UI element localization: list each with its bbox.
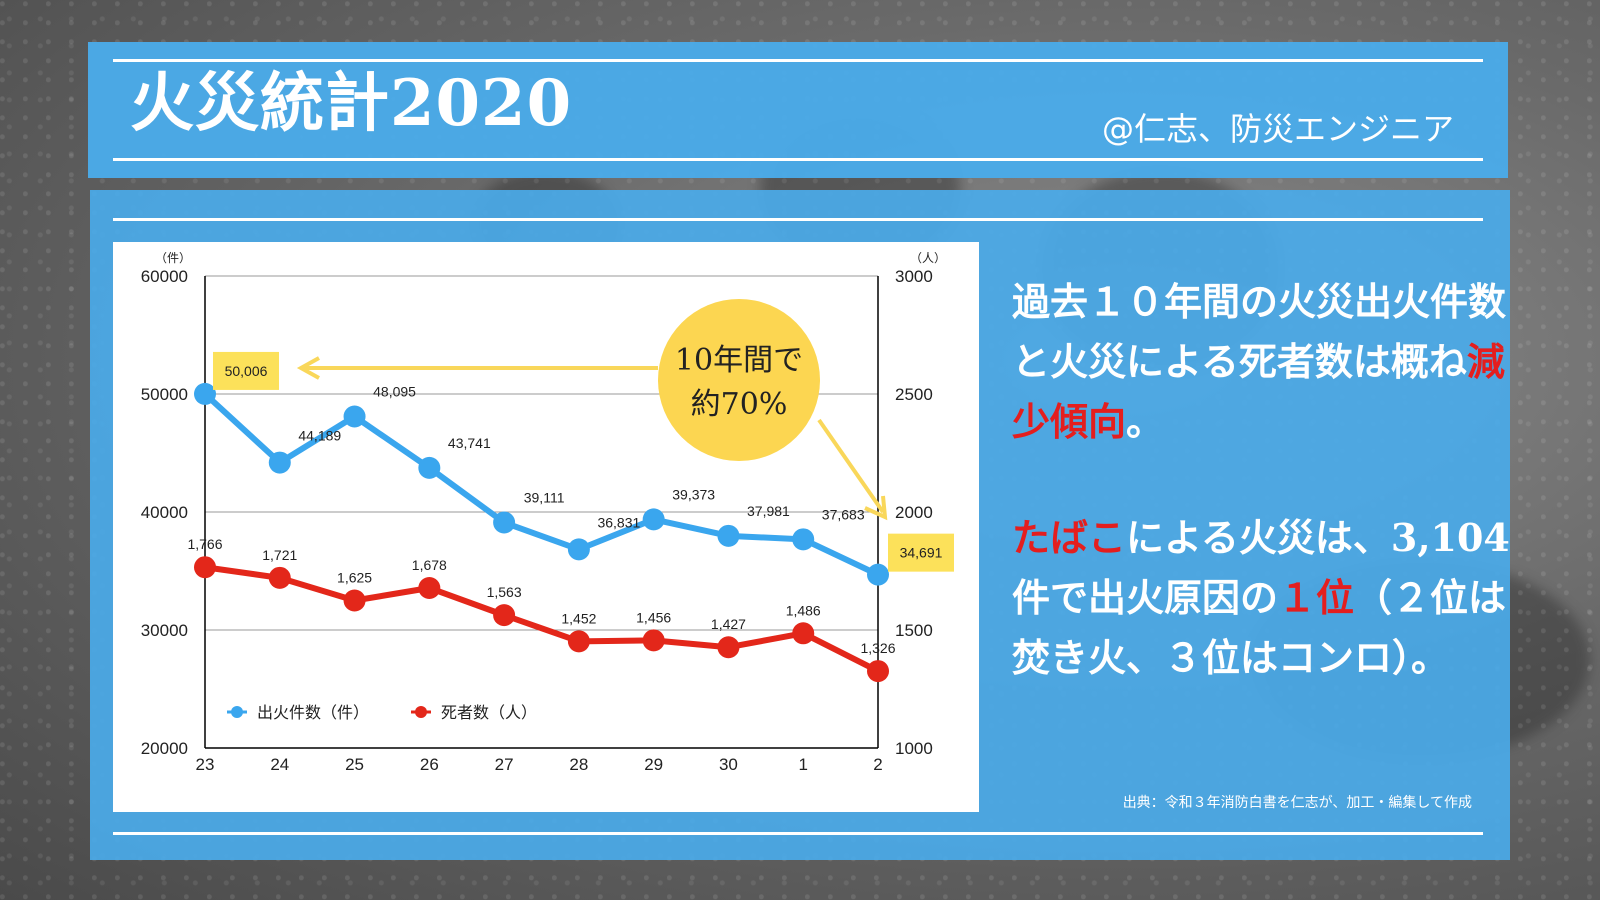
death-data-label: 1,766 — [187, 536, 222, 552]
death-data-label: 1,427 — [711, 616, 746, 632]
fire-data-label: 44,189 — [298, 428, 341, 444]
y-left-tick-label: 50000 — [141, 385, 188, 404]
callout-circle — [658, 299, 820, 461]
fire-data-label: 39,373 — [672, 486, 715, 502]
fire-data-label: 50,006 — [225, 363, 268, 379]
fire-data-label: 34,691 — [900, 545, 943, 561]
fire-count-point — [642, 508, 665, 531]
fire-statistics-chart: 20000 1000 30000 1500 40000 2000 50000 2500 6000… — [141, 251, 954, 774]
y-right-tick-label: 1000 — [895, 739, 933, 758]
legend-fire-label: 出火件数（件） — [257, 704, 369, 722]
summary-p1-highlight: 減少傾向 — [1012, 339, 1505, 444]
death-count-point — [493, 604, 516, 627]
summary-p2-highlight-rank: １位 — [1278, 575, 1355, 620]
callout-arrow-left-head — [296, 356, 320, 380]
fire-data-label: 37,683 — [822, 506, 865, 522]
y-right-tick-label: 3000 — [895, 267, 933, 286]
summary-p2-end: （２位は焚き火、３位はコンロ）。 — [1012, 575, 1507, 680]
death-data-label: 1,486 — [786, 602, 821, 618]
summary-p1-end: 。 — [1126, 399, 1165, 444]
callout-text-line1: 10年間で — [675, 343, 803, 378]
series-line-fire-count — [202, 391, 880, 578]
y-right-tick-label: 1500 — [895, 621, 933, 640]
chart-container: 20000 1000 30000 1500 40000 2000 50000 2500 6000… — [113, 242, 979, 812]
x-tick-label: 28 — [569, 755, 588, 774]
x-tick-label: 1 — [798, 755, 807, 774]
fire-count-point — [268, 451, 291, 474]
y-left-tick-label: 30000 — [141, 621, 188, 640]
x-tick-label: 27 — [495, 755, 514, 774]
death-count-point — [343, 589, 366, 612]
fire-data-label: 39,111 — [524, 489, 565, 505]
death-count-point — [418, 576, 441, 599]
summary-p2-highlight-tobacco: たばこ — [1012, 515, 1127, 560]
header-band — [88, 42, 1508, 178]
death-count-point — [268, 566, 291, 589]
y-left-unit-label: （件） — [155, 251, 191, 265]
callout-arrow-right — [817, 418, 885, 514]
fire-count-point — [418, 456, 441, 479]
fire-data-label: 43,741 — [448, 435, 491, 451]
fire-highlight-label-bg — [213, 351, 279, 390]
death-data-label: 1,625 — [337, 570, 372, 586]
panel-bottom-rule — [113, 832, 1483, 835]
fire-highlight-label-bg — [888, 533, 954, 572]
summary-text: 過去１０年間の火災出火件数と火災による死者数は概ね減少傾向。 たばこによる火災は… — [1012, 272, 1512, 688]
y-left-tick-label: 60000 — [141, 267, 188, 286]
fire-data-label: 36,831 — [597, 514, 640, 530]
legend-death-label: 死者数（人） — [441, 704, 537, 722]
series-line-death-count — [204, 564, 880, 674]
death-data-label: 1,563 — [487, 584, 522, 600]
death-data-label: 1,452 — [561, 610, 596, 626]
death-data-label: 1,456 — [636, 609, 671, 625]
death-count-point — [642, 629, 665, 652]
death-count-point — [867, 660, 889, 683]
summary-p2-text: による火災は、3,104件で出火原因の — [1012, 515, 1510, 620]
fire-count-point — [792, 528, 815, 551]
fire-count-point — [567, 538, 590, 561]
y-right-tick-label: 2000 — [895, 503, 933, 522]
y-right-tick-label: 2500 — [895, 385, 933, 404]
author-credit: @仁志、防災エンジニア — [1101, 110, 1454, 148]
x-tick-label: 30 — [719, 755, 738, 774]
fire-count-point — [343, 405, 366, 428]
x-tick-label: 24 — [270, 755, 289, 774]
death-count-point — [717, 636, 740, 659]
fire-data-label: 37,981 — [747, 503, 790, 519]
source-note: 出典：令和３年消防白書を仁志が、加工・編集して作成 — [1122, 795, 1472, 811]
summary-paragraph-1: 過去１０年間の火災出火件数と火災による死者数は概ね減少傾向。 — [1012, 272, 1512, 452]
y-right-unit-label: （人） — [910, 251, 946, 265]
summary-paragraph-2: たばこによる火災は、3,104件で出火原因の１位（２位は焚き火、３位はコンロ）。 — [1012, 508, 1512, 688]
fire-data-label: 48,095 — [373, 383, 416, 399]
header-bottom-rule — [113, 158, 1483, 161]
page-title: 火災統計2020 — [130, 66, 573, 141]
x-tick-label: 29 — [644, 755, 663, 774]
fire-count-point — [194, 382, 216, 405]
fire-count-point — [717, 524, 740, 547]
x-tick-label: 23 — [196, 755, 215, 774]
fire-count-point — [867, 563, 889, 586]
header-top-rule — [113, 59, 1483, 62]
fire-count-point — [493, 511, 516, 534]
death-count-point — [567, 630, 590, 653]
callout-arrow-right-head — [864, 495, 888, 521]
summary-p1-text: 過去１０年間の火災出火件数と火災による死者数は概ね — [1012, 279, 1507, 384]
death-count-point — [194, 556, 216, 579]
panel-top-rule — [113, 218, 1483, 221]
death-data-label: 1,721 — [262, 547, 297, 563]
summary-spacer — [1012, 452, 1512, 508]
y-left-tick-label: 40000 — [141, 503, 188, 522]
x-tick-label: 26 — [420, 755, 439, 774]
x-tick-label: 2 — [873, 755, 882, 774]
death-data-label: 1,678 — [412, 557, 447, 573]
x-tick-label: 25 — [345, 755, 364, 774]
callout-text-line2: 約70% — [691, 387, 788, 422]
y-left-tick-label: 20000 — [141, 739, 188, 758]
death-data-label: 1,326 — [860, 640, 895, 656]
death-count-point — [792, 622, 815, 645]
